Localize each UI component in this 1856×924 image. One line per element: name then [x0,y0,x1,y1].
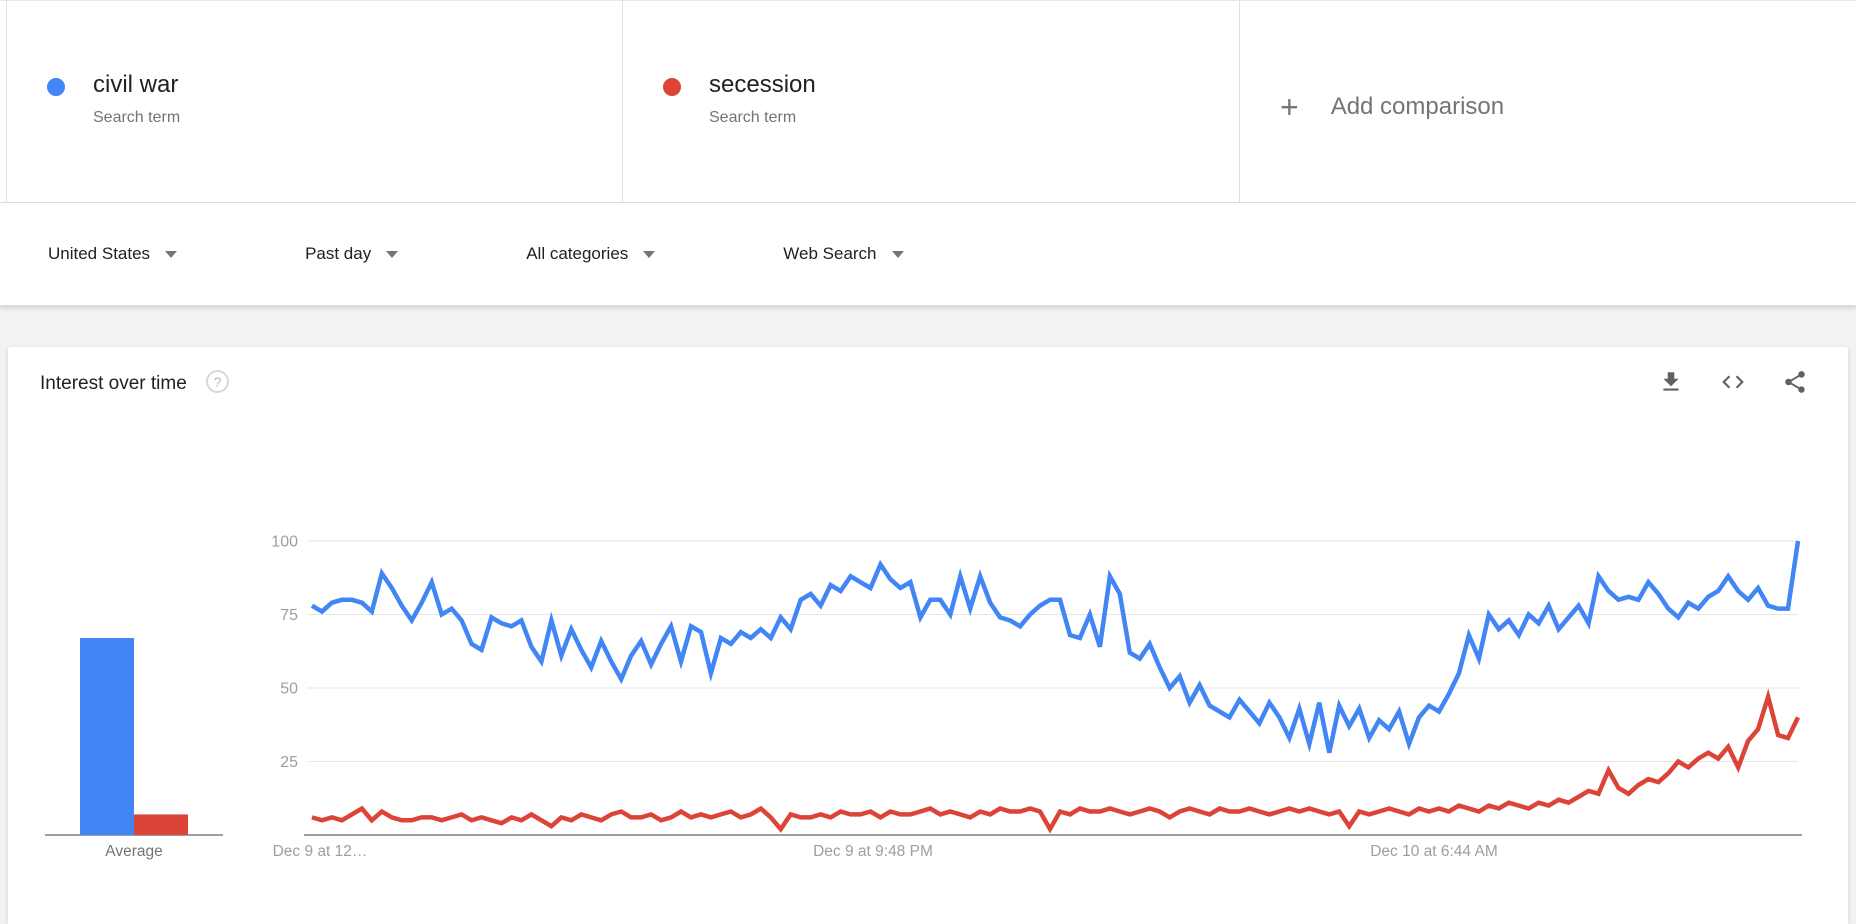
average-bar-secession [134,814,188,835]
term-cards-row: civil war Search term secession Search t… [0,0,1856,203]
code-icon [1722,375,1744,389]
average-bar-civil-war [80,638,134,835]
widget-title: Interest over time [40,373,187,394]
term1-color-dot-icon [47,78,65,96]
help-icon[interactable]: ? [206,370,229,393]
x-axis-label: Dec 10 at 6:44 AM [1370,843,1498,860]
y-axis-label: 75 [280,607,298,624]
term-card-civil-war[interactable]: civil war Search term [6,1,623,202]
term-card-secession[interactable]: secession Search term [623,1,1240,202]
share-icon [1785,371,1805,393]
download-button[interactable] [1658,369,1684,395]
x-axis-label: Dec 9 at 9:48 PM [813,843,933,860]
category-filter-value: All categories [526,244,629,263]
geo-filter-dropdown[interactable]: United States [48,244,178,264]
plus-icon: + [1280,88,1299,125]
filter-bar: United States Past day All categories We… [0,203,1856,306]
caret-down-icon [386,250,399,258]
series-line-civil-war [310,540,1801,754]
geo-filter-value: United States [48,244,151,263]
time-filter-value: Past day [305,244,372,263]
caret-down-icon [643,250,656,258]
add-comparison-button[interactable]: + Add comparison [1240,1,1856,202]
y-axis-label: 50 [280,681,298,698]
widget-actions [1658,369,1808,395]
term1-title: civil war [93,71,179,98]
category-filter-dropdown[interactable]: All categories [526,244,656,264]
interest-over-time-chart[interactable]: 25 50 75 100 Dec 9 at 12… Dec 9 at 9:48 PM Dec… [8,347,1848,924]
property-filter-value: Web Search [783,244,877,263]
share-button[interactable] [1782,369,1808,395]
term2-color-dot-icon [663,78,681,96]
page-background: Interest over time ? 25 50 75 100 Dec 9 at 1… [0,306,1856,924]
y-axis-label: 100 [271,534,298,551]
property-filter-dropdown[interactable]: Web Search [783,244,904,264]
term1-subtitle: Search term [93,109,181,126]
download-icon [1663,372,1679,391]
x-axis-label: Dec 9 at 12… [273,843,368,860]
caret-down-icon [165,250,178,258]
term2-subtitle: Search term [709,109,797,126]
average-label: Average [105,843,162,860]
interest-over-time-card: Interest over time ? 25 50 75 100 Dec 9 at 1… [8,347,1848,924]
y-axis-label: 25 [280,754,298,771]
time-filter-dropdown[interactable]: Past day [305,244,399,264]
add-comparison-label: Add comparison [1330,92,1505,120]
embed-button[interactable] [1720,369,1746,395]
caret-down-icon [891,250,904,258]
series-line-secession [311,688,1801,834]
term2-title: secession [709,71,816,98]
